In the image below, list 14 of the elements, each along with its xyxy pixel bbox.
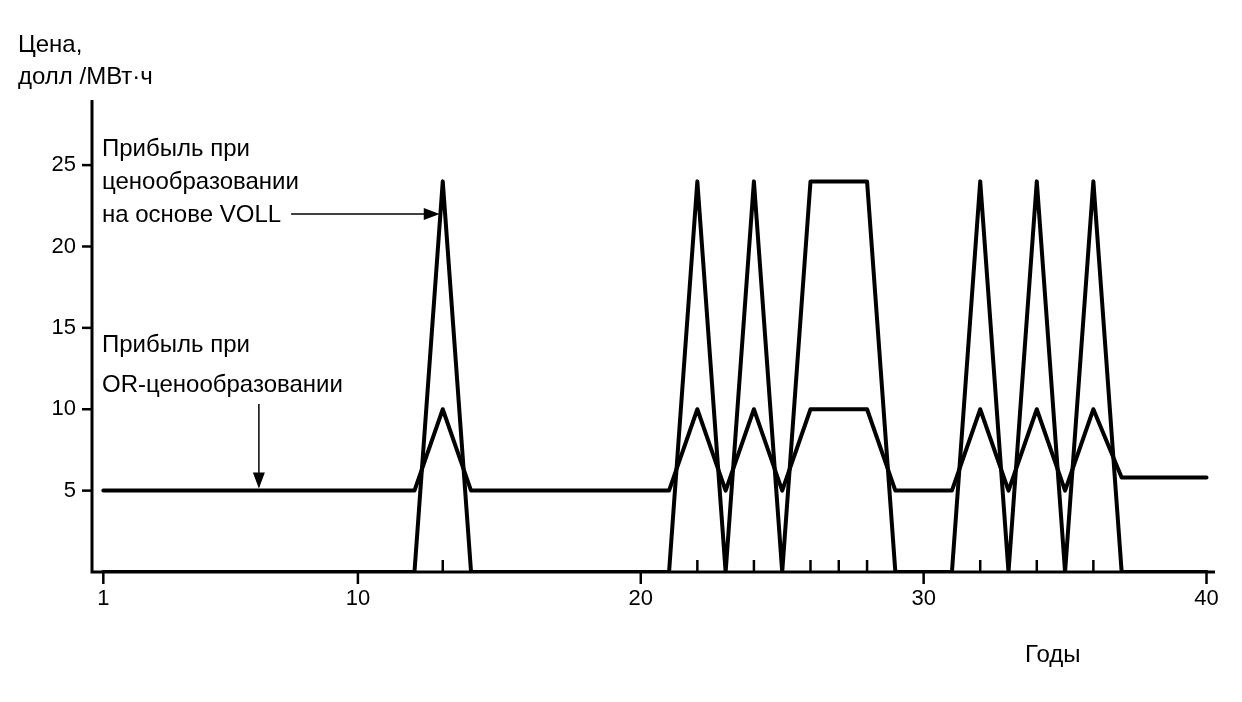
- y-tick-label: 25: [51, 151, 76, 177]
- x-tick-label: 40: [1194, 585, 1219, 611]
- x-axis-title: Годы: [1025, 640, 1081, 668]
- x-tick-label: 20: [628, 585, 654, 611]
- annotation: Прибыль при OR-ценообразовании: [102, 330, 343, 397]
- y-tick-label: 15: [51, 313, 76, 339]
- y-tick-label: 20: [51, 232, 76, 258]
- annotation: Прибыль при ценообразовании на основе VOLL: [102, 133, 299, 227]
- x-tick-label: 30: [911, 585, 936, 611]
- x-tick-label: 10: [345, 585, 371, 611]
- y-tick-label: 10: [51, 395, 76, 421]
- x-tick-label: 1: [97, 585, 110, 611]
- y-axis-title: Цена, долл /МВт·ч: [18, 29, 153, 91]
- y-tick-label: 5: [63, 476, 76, 502]
